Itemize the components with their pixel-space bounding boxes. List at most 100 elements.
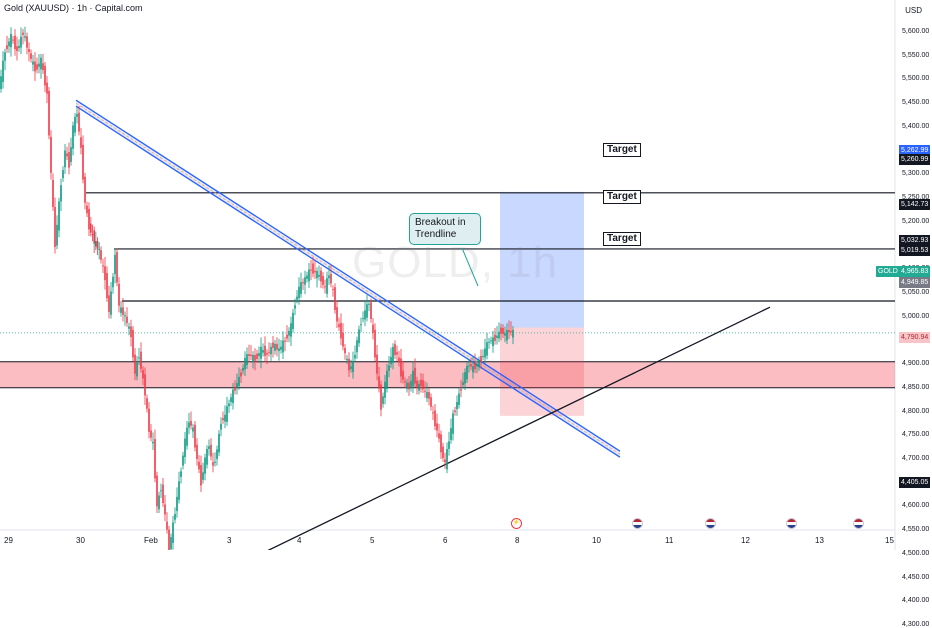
candle-body	[404, 381, 406, 383]
price-tick-label: 4,500.00	[902, 549, 930, 557]
candle-body	[48, 90, 50, 136]
time-tick-label: 13	[815, 536, 824, 545]
candle-body	[22, 32, 24, 35]
candle-body	[416, 380, 418, 388]
price-tick-label: 4,600.00	[902, 502, 930, 510]
candle-body	[480, 356, 482, 363]
candle-body	[42, 63, 44, 71]
candle-body	[252, 354, 254, 362]
candle-body	[498, 331, 500, 339]
candle-body	[20, 36, 22, 48]
candle-body	[292, 312, 294, 329]
candle-body	[14, 35, 16, 50]
candle-body	[91, 234, 94, 236]
candle-body	[246, 354, 248, 366]
candle-body	[328, 275, 330, 279]
price-tick-label: 5,600.00	[902, 28, 930, 35]
candle-body	[264, 345, 266, 356]
us-flag-event-icon[interactable]	[786, 518, 797, 529]
candle-body	[228, 403, 230, 407]
candle-body	[438, 433, 440, 439]
breakout-annotation[interactable]: Breakout in Trendline	[409, 213, 481, 245]
candle-body	[28, 49, 30, 52]
candle-body	[390, 356, 392, 365]
candle-body	[74, 116, 76, 133]
candle-body	[424, 390, 426, 392]
candle-body	[368, 303, 370, 305]
candle-body	[160, 490, 162, 492]
candle-body	[196, 444, 198, 459]
target-label[interactable]: Target	[603, 232, 641, 246]
candle-body	[484, 348, 486, 358]
candle-body	[338, 324, 340, 328]
position-profit-zone	[500, 191, 584, 328]
candle-body	[250, 354, 252, 357]
candle-body	[120, 307, 122, 313]
candle-body	[456, 402, 458, 410]
lightning-event-icon[interactable]: ⚡	[511, 518, 522, 529]
price-tag: 5,019.53	[899, 245, 931, 256]
candle-body	[376, 354, 378, 374]
candle-body	[392, 347, 394, 363]
candle-body	[192, 427, 194, 432]
candle-body	[168, 529, 170, 550]
candle-body	[112, 276, 114, 288]
price-tick-label: 4,700.00	[902, 454, 930, 462]
candle-body	[54, 207, 56, 247]
candle-body	[182, 455, 184, 466]
price-tag: 5,262.99	[899, 145, 931, 156]
candle-body	[256, 353, 258, 360]
price-tick-label: 4,400.00	[902, 597, 930, 605]
candle-body	[260, 347, 262, 359]
candle-body	[402, 370, 404, 380]
time-tick-label: 15	[885, 536, 894, 545]
candle-body	[150, 430, 152, 438]
candle-body	[144, 374, 146, 396]
candle-body	[354, 355, 356, 359]
target-label[interactable]: Target	[603, 190, 641, 204]
price-chart[interactable]	[0, 0, 932, 550]
candle-body	[208, 446, 210, 449]
candle-body	[206, 448, 208, 465]
currency-label[interactable]: USD	[905, 6, 922, 15]
candle-body	[400, 358, 402, 377]
candle-body	[248, 354, 250, 357]
candle-body	[356, 340, 358, 353]
candle-body	[436, 423, 438, 431]
annotation-pointer	[461, 247, 479, 287]
target-label[interactable]: Target	[603, 143, 641, 157]
candle-body	[98, 248, 100, 250]
us-flag-event-icon[interactable]	[632, 518, 643, 529]
candle-body	[38, 63, 40, 67]
price-tick-label: 4,300.00	[902, 621, 930, 628]
candle-body	[342, 332, 344, 347]
candle-body	[336, 307, 338, 322]
candle-body	[496, 335, 498, 338]
time-tick-label: 5	[370, 536, 375, 545]
price-tag: 4,790.94	[899, 332, 931, 343]
candle-body	[82, 144, 84, 180]
candle-body	[422, 380, 424, 390]
candle-body	[364, 310, 366, 320]
price-tag: 4,405.05	[899, 477, 931, 488]
time-tick-label: 30	[76, 536, 85, 545]
candle-body	[56, 224, 58, 246]
candle-body	[184, 438, 186, 458]
candle-body	[420, 379, 422, 386]
candle-body	[158, 495, 160, 510]
candle-body	[244, 357, 246, 370]
candle-body	[500, 327, 502, 334]
price-tick-label: 4,450.00	[902, 573, 930, 581]
price-tag: 5,142.73	[899, 199, 931, 210]
candle-body	[434, 410, 436, 427]
time-tick-label: 4	[297, 536, 302, 545]
candle-body	[508, 329, 510, 333]
us-flag-event-icon[interactable]	[853, 518, 864, 529]
candle-body	[296, 296, 298, 300]
candle-body	[152, 441, 154, 444]
us-flag-event-icon[interactable]	[705, 518, 716, 529]
candle-body	[466, 365, 468, 380]
candle-body	[62, 170, 64, 179]
time-tick-label: 29	[4, 536, 13, 545]
candle-body	[100, 250, 102, 260]
